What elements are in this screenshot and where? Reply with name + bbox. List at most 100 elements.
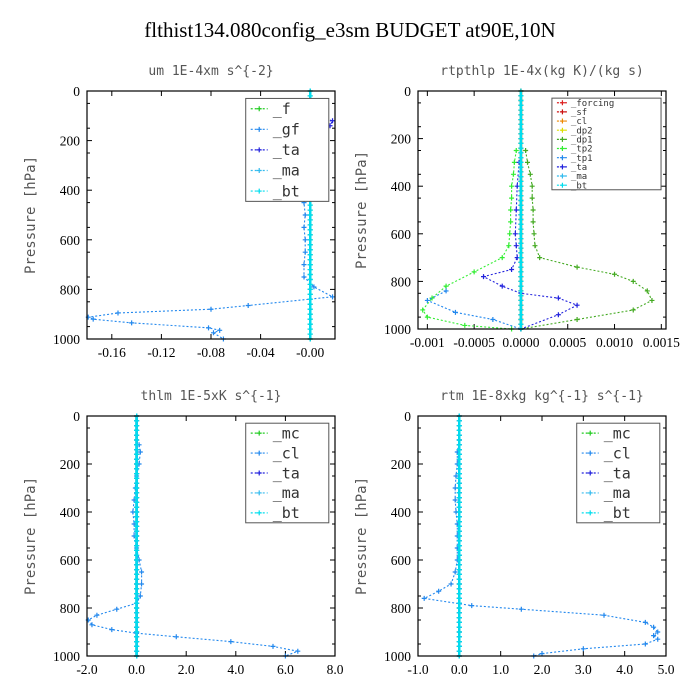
- x-tick-label: 0.0000: [502, 335, 539, 350]
- data-point: [134, 423, 140, 429]
- legend-label: _mc: [273, 424, 300, 442]
- data-point: [513, 207, 519, 213]
- data-point: [456, 547, 462, 553]
- x-tick-label: -0.0005: [453, 335, 495, 350]
- data-point: [518, 312, 524, 318]
- data-point: [456, 619, 462, 625]
- data-point: [307, 227, 313, 233]
- data-point: [518, 169, 524, 175]
- data-point: [642, 641, 648, 647]
- y-tick-label: 600: [60, 233, 81, 248]
- panel-title: um 1E-4xm s^{-2}: [148, 64, 273, 79]
- data-point: [456, 509, 462, 515]
- data-point: [456, 591, 462, 597]
- data-point: [173, 634, 179, 640]
- data-point: [642, 619, 648, 625]
- data-point: [518, 93, 524, 99]
- data-point: [429, 295, 435, 301]
- data-point: [469, 603, 475, 609]
- legend-label: _gf: [273, 121, 300, 139]
- data-point: [456, 423, 462, 429]
- y-tick-label: 0: [404, 84, 411, 99]
- y-tick-label: 1000: [53, 332, 80, 347]
- data-point: [462, 322, 468, 328]
- data-point: [456, 567, 462, 573]
- x-tick-label: 5.0: [658, 662, 675, 677]
- data-point: [574, 302, 580, 308]
- data-point: [134, 418, 140, 424]
- data-point: [134, 615, 140, 621]
- data-point: [307, 281, 313, 287]
- data-point: [134, 490, 140, 496]
- data-point: [456, 471, 462, 477]
- legend-label: _bt: [604, 504, 631, 522]
- data-point: [456, 499, 462, 505]
- data-point: [114, 606, 120, 612]
- legend-marker: [559, 155, 565, 161]
- data-point: [307, 331, 313, 337]
- legend-box: [551, 97, 662, 191]
- series-line: [426, 290, 522, 330]
- data-point: [270, 643, 276, 649]
- data-point: [89, 622, 95, 628]
- data-point: [518, 302, 524, 308]
- data-point: [134, 504, 140, 510]
- data-point: [134, 471, 140, 477]
- legend-marker: [587, 430, 593, 436]
- data-point: [630, 307, 636, 313]
- data-point: [456, 461, 462, 467]
- data-point: [134, 639, 140, 645]
- data-point: [307, 252, 313, 258]
- legend-label: _cl: [604, 444, 631, 462]
- data-point: [518, 259, 524, 265]
- x-tick-label: 8.0: [327, 662, 344, 677]
- x-tick-label: 2.0: [178, 662, 195, 677]
- data-point: [508, 207, 514, 213]
- data-point: [301, 274, 307, 280]
- y-tick-label: 600: [391, 553, 412, 568]
- series-line: [422, 150, 517, 330]
- data-point: [513, 243, 519, 249]
- data-point: [518, 231, 524, 237]
- plot-frame: [86, 90, 336, 340]
- legend: _mc _cl _ta _ma _bt: [576, 422, 661, 524]
- x-tick-label: 4.0: [616, 662, 633, 677]
- data-point: [456, 490, 462, 496]
- data-point: [134, 595, 140, 601]
- legend-marker: [559, 173, 565, 179]
- data-point: [518, 221, 524, 227]
- data-point: [134, 461, 140, 467]
- legend-label: _ta: [273, 464, 300, 482]
- data-point: [453, 473, 459, 479]
- y-tick-label: 200: [60, 134, 81, 149]
- data-point: [456, 595, 462, 601]
- data-point: [518, 240, 524, 246]
- legend-marker: [256, 490, 262, 496]
- data-point: [529, 183, 535, 189]
- chart-panel-1: um 1E-4xm s^{-2} Pressure [hPa] 0 200 400 600…: [23, 64, 336, 360]
- data-point: [307, 291, 313, 297]
- data-point: [529, 195, 535, 201]
- y-tick-label: 800: [391, 274, 412, 289]
- data-point: [456, 639, 462, 645]
- legend-marker: [587, 470, 593, 476]
- data-point: [90, 316, 96, 322]
- legend-label: _f: [273, 100, 291, 118]
- legend-label: _bt: [571, 181, 587, 191]
- data-point: [574, 264, 580, 270]
- data-point: [307, 267, 313, 273]
- data-point: [210, 330, 216, 336]
- legend-marker: [256, 430, 262, 436]
- x-tick-label: 0.0005: [549, 335, 586, 350]
- data-point: [134, 447, 140, 453]
- data-point: [115, 310, 121, 316]
- legend: _forcing_sf_cl_dp2_dp1_tp2_tp1_ta_ma_bt: [551, 97, 662, 191]
- data-point: [307, 257, 313, 263]
- data-point: [134, 456, 140, 462]
- data-point: [651, 624, 657, 630]
- y-tick-label: 1000: [53, 649, 80, 664]
- data-point: [307, 247, 313, 253]
- data-point: [518, 178, 524, 184]
- data-point: [511, 159, 517, 165]
- data-point: [518, 98, 524, 104]
